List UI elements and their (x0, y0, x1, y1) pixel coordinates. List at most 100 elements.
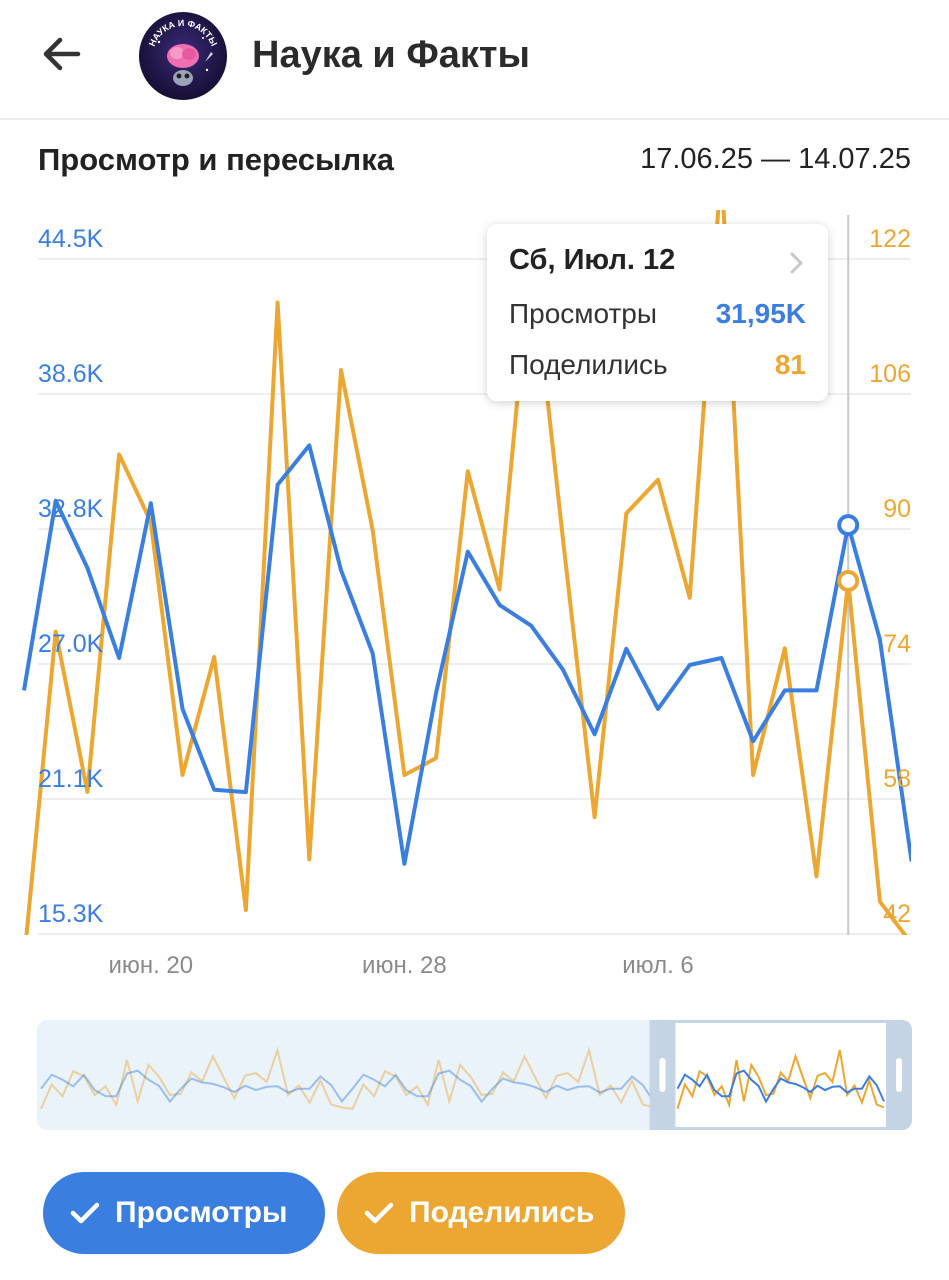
tooltip-row-views: Просмотры 31,95K (509, 298, 806, 330)
shares-point (815, 874, 819, 878)
y-left-tick-label: 38.6K (38, 360, 104, 388)
shares-point (244, 908, 248, 912)
views-point (307, 443, 311, 447)
views-point (149, 501, 153, 505)
views-point (498, 603, 502, 607)
shares-point (783, 646, 787, 650)
tooltip-date: Сб, Июл. 12 (509, 244, 676, 276)
x-tick-label: июн. 28 (362, 952, 447, 979)
views-point (85, 566, 89, 570)
checkmark-icon (70, 1202, 100, 1224)
channel-avatar[interactable]: НАУКА И ФАКТЫ (139, 12, 227, 100)
arrow-left-icon[interactable] (38, 30, 86, 78)
shares-point (434, 756, 438, 760)
shares-point (307, 857, 311, 861)
shares-point (181, 773, 185, 777)
shares-highlight-marker (837, 569, 860, 592)
section-title: Просмотр и пересылка (38, 142, 394, 177)
views-point (181, 707, 185, 711)
svg-text:НАУКА И ФАКТЫ: НАУКА И ФАКТЫ (147, 18, 219, 48)
channel-title: Наука и Факты (252, 34, 530, 76)
grip-icon (659, 1058, 666, 1092)
avatar-lettering: НАУКА И ФАКТЫ (147, 18, 219, 48)
tooltip-shares-label: Поделились (509, 349, 668, 380)
views-point (878, 638, 882, 642)
grip-icon (896, 1058, 902, 1092)
app-header: НАУКА И ФАКТЫ Наука и Факты (0, 0, 949, 120)
shares-point (117, 452, 121, 456)
date-range[interactable]: 17.06.25 — 14.07.25 (640, 143, 911, 175)
tooltip-shares-value: 81 (774, 349, 806, 380)
y-right-tick-label: 42 (883, 900, 911, 928)
x-tick-label: июн. 20 (108, 952, 193, 979)
views-highlight-marker (837, 514, 860, 537)
shares-point (910, 942, 914, 946)
tooltip-row-shares: Поделились 81 (509, 349, 806, 381)
views-point (402, 862, 406, 866)
views-point (751, 739, 755, 743)
tooltip-views-label: Просмотры (509, 298, 657, 329)
brain-logo-icon: НАУКА И ФАКТЫ (147, 18, 219, 86)
views-point (624, 647, 628, 651)
y-right-tick-label: 58 (883, 765, 911, 793)
views-point (688, 663, 692, 667)
shares-point (276, 301, 280, 305)
chevron-right-icon[interactable] (788, 250, 806, 276)
checkmark-icon (364, 1202, 394, 1224)
toggle-shares-button[interactable]: Поделились (337, 1172, 625, 1254)
y-left-tick-label: 27.0K (38, 630, 104, 658)
views-point (117, 656, 121, 660)
views-point (371, 651, 375, 655)
navigator-window-bottom (649, 1127, 912, 1130)
y-right-tick-label: 106 (869, 360, 911, 388)
y-left-tick-label: 21.1K (38, 765, 104, 793)
views-point (276, 483, 280, 487)
line-chart[interactable]: 44.5K 122 38.6K 106 32.8K 90 27.0K 74 21.1K 58 15.… (0, 190, 949, 990)
views-point (719, 656, 723, 660)
shares-point (339, 368, 343, 372)
views-point (815, 688, 819, 692)
shares-point (498, 587, 502, 591)
views-point (910, 859, 914, 863)
navigator-window-top (649, 1020, 912, 1023)
navigator-views-line (676, 1069, 885, 1104)
shares-point (688, 596, 692, 600)
toggle-views-button[interactable]: Просмотры (43, 1172, 325, 1254)
y-right-tick-label: 90 (883, 495, 911, 523)
views-point (434, 691, 438, 695)
shares-point (402, 773, 406, 777)
shares-point (22, 959, 26, 963)
tooltip[interactable]: Сб, Июл. 12 Просмотры 31,95K Поделились … (487, 224, 828, 401)
shares-point (371, 528, 375, 532)
views-point (339, 568, 343, 572)
views-point (656, 707, 660, 711)
series-shares-line (24, 210, 908, 935)
range-navigator[interactable] (37, 1020, 912, 1130)
y-left-tick-label: 32.8K (38, 495, 104, 523)
shares-point (561, 537, 565, 541)
views-point (22, 688, 26, 692)
shares-point (212, 655, 216, 659)
shares-point (751, 773, 755, 777)
y-right-tick-label: 122 (869, 225, 911, 253)
y-right-tick-label: 74 (883, 630, 911, 658)
x-tick-label: июл. 6 (622, 952, 694, 979)
shares-point (878, 900, 882, 904)
views-point (212, 788, 216, 792)
y-left-tick-label: 15.3K (38, 900, 104, 928)
navigator-shares-overview (40, 1046, 654, 1110)
shares-point (466, 469, 470, 473)
toggle-shares-label: Поделились (409, 1196, 595, 1229)
series-views-line (22, 443, 911, 866)
views-point (529, 624, 533, 628)
tooltip-views-value: 31,95K (715, 298, 806, 329)
shares-point (593, 815, 597, 819)
views-point (466, 550, 470, 554)
views-point (244, 790, 248, 794)
navigator-views-overview (40, 1069, 655, 1104)
shares-point (624, 511, 628, 515)
y-left-tick-label: 44.5K (38, 225, 104, 253)
views-point (783, 688, 787, 692)
toggle-views-label: Просмотры (115, 1196, 288, 1229)
views-point (561, 668, 565, 672)
